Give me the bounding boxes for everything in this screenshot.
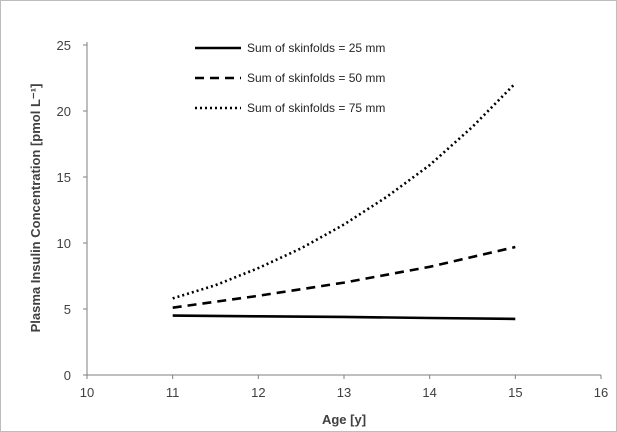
y-tick-label: 20	[57, 104, 71, 119]
series-line-3	[172, 82, 517, 300]
y-tick-label: 25	[57, 38, 71, 53]
x-tick-label: 14	[422, 385, 436, 400]
legend: Sum of skinfolds = 25 mm Sum of skinfolds…	[195, 41, 385, 115]
y-axis-label: Plasma Insulin Concentration [pmol L⁻¹]	[28, 84, 43, 333]
y-tick-label: 5	[64, 302, 71, 317]
x-axis-label: Age [y]	[322, 412, 366, 427]
x-tick-label: 12	[251, 385, 265, 400]
x-tick-label: 13	[337, 385, 351, 400]
axes	[83, 42, 602, 379]
y-tick-label: 15	[57, 170, 71, 185]
x-tick-label: 15	[508, 385, 522, 400]
x-tick-label: 11	[166, 385, 180, 400]
legend-label-1: Sum of skinfolds = 25 mm	[247, 41, 385, 55]
legend-label-3: Sum of skinfolds = 75 mm	[247, 101, 385, 115]
x-tick-label: 10	[80, 385, 94, 400]
series-lines	[172, 82, 517, 321]
tick-labels: 10 11 12 13 14 15 16 0 5 10 15 20 25	[57, 38, 609, 400]
x-tick-label: 16	[594, 385, 608, 400]
series-line-1	[172, 314, 516, 321]
legend-label-2: Sum of skinfolds = 50 mm	[247, 71, 385, 85]
y-tick-label: 10	[57, 236, 71, 251]
y-tick-label: 0	[64, 368, 71, 383]
series-line-2	[172, 245, 516, 309]
